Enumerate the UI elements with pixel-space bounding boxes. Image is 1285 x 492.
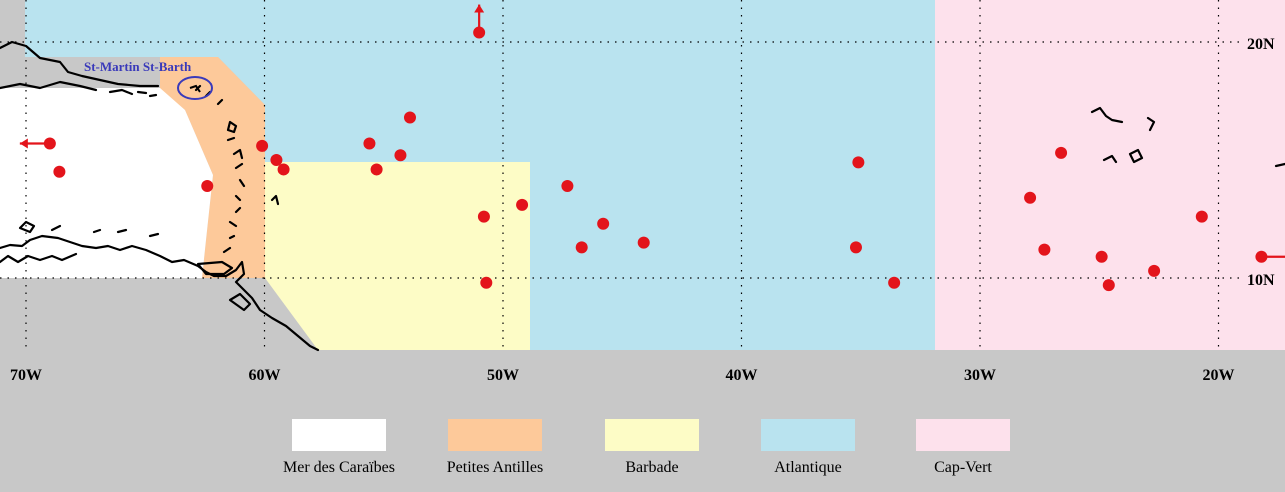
observation-marker: [637, 236, 650, 249]
coast-virgin-islands: [108, 88, 158, 98]
regions: [0, 0, 1285, 350]
observation-marker: [888, 276, 901, 289]
legend-label: Barbade: [625, 459, 678, 476]
observation-marker: [597, 217, 610, 230]
lon-label: 30W: [964, 367, 996, 384]
region-barbade: [265, 162, 530, 350]
lat-label: 10N: [1247, 272, 1275, 289]
observation-marker: [1102, 279, 1115, 292]
annotation-label: St-Martin St-Barth: [84, 59, 192, 74]
observation-marker: [516, 198, 529, 211]
lon-label: 50W: [487, 367, 519, 384]
observation-marker: [394, 149, 407, 162]
observation-marker: [1195, 210, 1208, 223]
legend-swatch: [916, 419, 1010, 451]
legend-label: Atlantique: [774, 459, 842, 476]
observation-marker: [201, 179, 214, 192]
observation-marker: [277, 163, 290, 176]
lat-label: 20N: [1247, 36, 1275, 53]
arrow-head: [474, 4, 485, 13]
observation-marker: [1095, 250, 1108, 263]
observation-marker: [1038, 243, 1051, 256]
st-martin-island: [189, 84, 201, 93]
observation-marker: [1055, 146, 1068, 159]
lon-label: 60W: [249, 367, 281, 384]
observation-marker: [477, 210, 490, 223]
legend: Mer des Caraïbes Petites Antilles Barbade A…: [283, 419, 1010, 476]
observation-marker: [1255, 250, 1268, 263]
longitude-labels: 70W 60W 50W 40W 30W 20W: [10, 367, 1235, 384]
region-atlantique: [25, 0, 935, 350]
st-martin-ellipse: [177, 76, 213, 100]
lon-label: 70W: [10, 367, 42, 384]
observation-marker: [575, 241, 588, 254]
observation-marker: [43, 137, 56, 150]
region-mer-des-caraibes: [0, 88, 213, 278]
region-cap-vert: [935, 0, 1285, 350]
legend-label: Cap-Vert: [934, 459, 992, 476]
observation-marker: [852, 156, 865, 169]
coast-venezuela: [0, 252, 78, 264]
observation-marker: [1024, 191, 1037, 204]
lon-label: 20W: [1203, 367, 1235, 384]
st-martin-annotation: St-Martin St-Barth: [84, 59, 213, 100]
coast-trinidad: [196, 260, 234, 276]
observation-marker: [561, 179, 574, 192]
observation-marker: [256, 139, 269, 152]
observation-marker: [403, 111, 416, 124]
observation-marker: [53, 165, 66, 178]
coast-guyana: [228, 292, 252, 312]
region-petites-antilles: [160, 57, 265, 278]
observation-marker: [480, 276, 493, 289]
observation-marker: [849, 241, 862, 254]
observation-marker: [370, 163, 383, 176]
legend-swatch: [448, 419, 542, 451]
greater-antilles-land: [0, 40, 160, 88]
legend-swatch: [761, 419, 855, 451]
coast-cape-verde: [1090, 106, 1285, 168]
legend-swatch: [605, 419, 699, 451]
latitude-labels: 20N 10N: [1247, 36, 1275, 289]
legend-swatch: [292, 419, 386, 451]
coast-south-america: [0, 234, 320, 352]
coast-islands-a: [92, 228, 160, 238]
observation-marker: [473, 26, 486, 39]
coast-hispaniola: [0, 40, 160, 88]
observation-marker: [270, 154, 283, 166]
observation-marker: [363, 137, 376, 150]
arrow-head: [19, 138, 28, 149]
coast-aruba: [18, 220, 62, 234]
observation-marker: [1148, 264, 1161, 277]
coast-hispaniola-south: [0, 80, 98, 92]
legend-label: Petites Antilles: [447, 459, 543, 476]
coast-barbados: [270, 194, 280, 206]
lon-label: 40W: [726, 367, 758, 384]
legend-label: Mer des Caraïbes: [283, 459, 395, 476]
markers: [43, 26, 1268, 292]
